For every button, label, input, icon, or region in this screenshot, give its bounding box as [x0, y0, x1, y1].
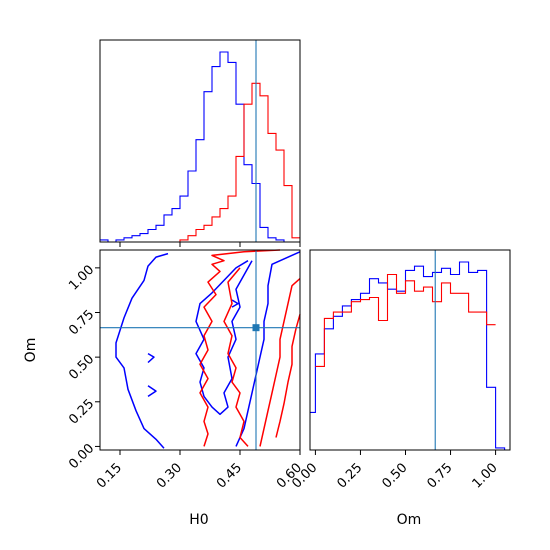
hist-om-panel: 0.00 0.25 0.50 0.75 1.00	[289, 249, 511, 492]
contour-red-1	[223, 267, 249, 447]
contour-blue-4	[231, 299, 239, 308]
hist-Om-xtick-label-1: 0.25	[334, 460, 365, 491]
y-axis-label-om: Om	[23, 338, 39, 363]
hist-Om-xtick-label-4: 1.00	[470, 460, 501, 491]
contour-red-0	[199, 249, 281, 447]
contour-blue-0	[115, 252, 169, 449]
hist-Om-frame	[309, 249, 511, 451]
hist-Om-xtick-label-3: 0.75	[425, 460, 456, 491]
contour-H0-Om-xtick-label-1: 0.30	[154, 460, 185, 491]
hist-h0-panel	[99, 39, 301, 247]
contour-ytick-label-3: 0.75	[66, 307, 97, 338]
histogram-series-blue	[310, 261, 510, 451]
x-axis-label-h0: H0	[189, 512, 208, 528]
x-axis-label-om: Om	[397, 512, 422, 528]
contour-H0-Om-xtick-label-0: 0.15	[94, 460, 125, 491]
contour-blue-2	[147, 385, 157, 398]
contour-ytick-label-2: 0.50	[66, 352, 97, 383]
histogram-series-blue	[100, 51, 300, 243]
hist-Om-xtick-label-2: 0.50	[379, 460, 410, 491]
contour-ytick-label-1: 0.25	[66, 396, 97, 427]
contour-ytick-label-4: 1.00	[66, 263, 97, 294]
contour-red-3	[275, 314, 301, 438]
contour-H0-Om-xtick-label-2: 0.45	[214, 460, 245, 491]
contour-blue-1	[147, 352, 155, 364]
histogram-series-red	[315, 273, 496, 367]
hist-H0-frame	[99, 39, 301, 243]
truth-marker	[252, 324, 260, 332]
contour-blue-5	[235, 251, 301, 447]
contour-H0-Om-frame	[99, 249, 301, 451]
contour-blue-3	[195, 260, 253, 416]
contour-red-2	[259, 278, 301, 447]
contour-h0-om-panel: 0.000.250.500.751.000.15 0.30 0.45 0.60	[66, 249, 305, 492]
contour-ytick-label-0: 0.00	[66, 441, 97, 472]
histogram-series-red	[100, 82, 300, 243]
